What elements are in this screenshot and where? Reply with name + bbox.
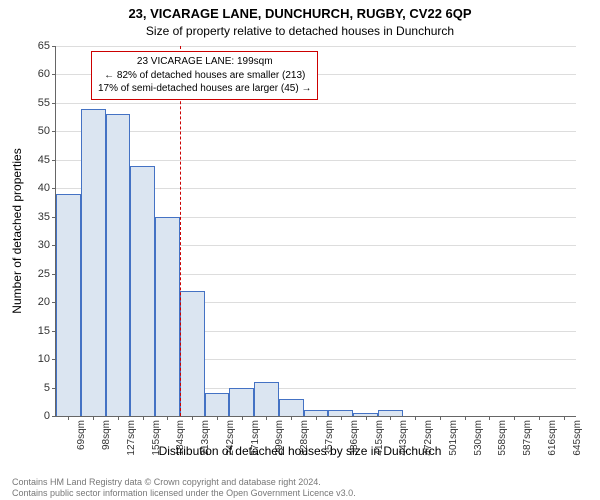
histogram-bar <box>180 291 205 416</box>
annotation-line-2: ← 82% of detached houses are smaller (21… <box>98 69 311 83</box>
xtick-mark <box>217 416 218 420</box>
ytick-label: 30 <box>38 239 56 251</box>
xtick-mark <box>539 416 540 420</box>
xtick-mark <box>143 416 144 420</box>
ytick-label: 0 <box>44 410 56 422</box>
xtick-mark <box>167 416 168 420</box>
y-axis-label: Number of detached properties <box>10 148 24 313</box>
xtick-mark <box>291 416 292 420</box>
xtick-mark <box>266 416 267 420</box>
footer-attribution: Contains HM Land Registry data © Crown c… <box>12 477 356 500</box>
ytick-label: 45 <box>38 154 56 166</box>
histogram-bar <box>279 399 304 416</box>
xtick-mark <box>564 416 565 420</box>
xtick-mark <box>465 416 466 420</box>
xtick-mark <box>366 416 367 420</box>
footer-line-2: Contains public sector information licen… <box>12 488 356 499</box>
histogram-bar <box>130 166 155 416</box>
xtick-mark <box>242 416 243 420</box>
ytick-label: 65 <box>38 40 56 52</box>
gridline <box>56 103 576 104</box>
xtick-mark <box>192 416 193 420</box>
ytick-label: 60 <box>38 68 56 80</box>
xtick-mark <box>93 416 94 420</box>
x-axis-label: Distribution of detached houses by size … <box>0 444 600 458</box>
ytick-label: 50 <box>38 125 56 137</box>
ytick-label: 25 <box>38 268 56 280</box>
gridline <box>56 160 576 161</box>
histogram-bar <box>81 109 106 416</box>
annotation-line-3: 17% of semi-detached houses are larger (… <box>98 82 311 96</box>
ytick-label: 10 <box>38 353 56 365</box>
ytick-label: 15 <box>38 325 56 337</box>
ytick-label: 55 <box>38 97 56 109</box>
xtick-mark <box>440 416 441 420</box>
annotation-line-1: 23 VICARAGE LANE: 199sqm <box>98 55 311 69</box>
gridline <box>56 46 576 47</box>
xtick-mark <box>316 416 317 420</box>
ytick-label: 35 <box>38 211 56 223</box>
xtick-mark <box>341 416 342 420</box>
histogram-bar <box>205 393 230 416</box>
footer-line-1: Contains HM Land Registry data © Crown c… <box>12 477 356 488</box>
histogram-bar <box>106 114 131 416</box>
histogram-bar <box>155 217 180 416</box>
histogram-bar <box>56 194 81 416</box>
xtick-mark <box>68 416 69 420</box>
xtick-mark <box>390 416 391 420</box>
histogram-bar <box>229 388 254 416</box>
xtick-mark <box>489 416 490 420</box>
plot-area: 0510152025303540455055606569sqm98sqm127s… <box>55 46 576 417</box>
ytick-label: 40 <box>38 182 56 194</box>
gridline <box>56 131 576 132</box>
ytick-label: 20 <box>38 296 56 308</box>
xtick-mark <box>415 416 416 420</box>
ytick-label: 5 <box>44 382 56 394</box>
histogram-bar <box>254 382 279 416</box>
xtick-mark <box>514 416 515 420</box>
annotation-box: 23 VICARAGE LANE: 199sqm← 82% of detache… <box>91 51 318 100</box>
chart-subtitle: Size of property relative to detached ho… <box>0 24 600 38</box>
chart-title: 23, VICARAGE LANE, DUNCHURCH, RUGBY, CV2… <box>0 6 600 21</box>
marker-line <box>180 46 181 416</box>
xtick-mark <box>118 416 119 420</box>
